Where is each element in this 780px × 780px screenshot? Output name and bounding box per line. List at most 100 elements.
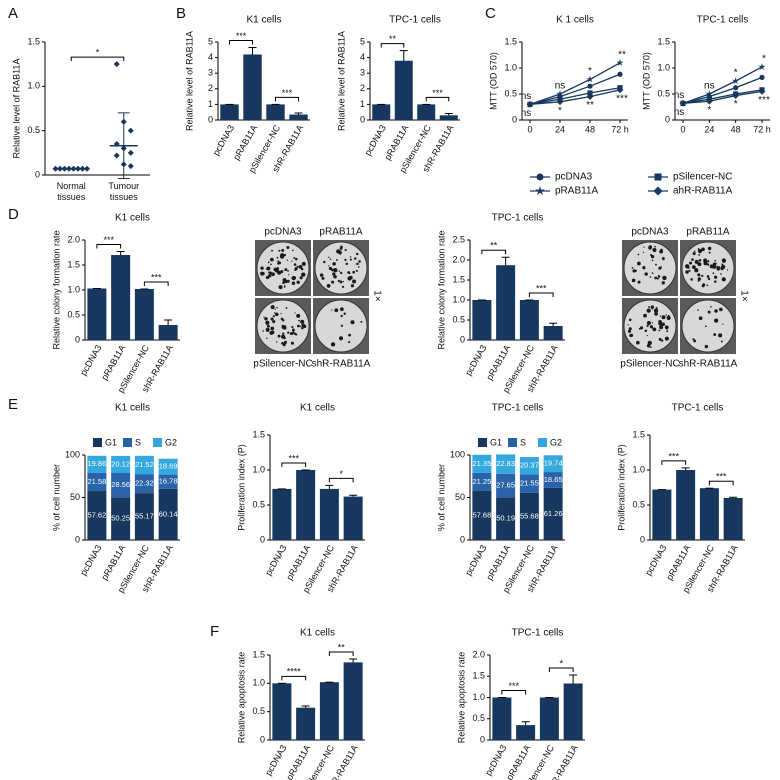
colony — [632, 269, 636, 273]
magnification: 1× — [371, 290, 382, 302]
colony — [629, 333, 633, 338]
colony — [283, 253, 287, 257]
colony — [286, 246, 290, 250]
y-tick-label: 0 — [208, 114, 213, 124]
bar — [289, 114, 308, 120]
marker — [758, 63, 766, 71]
plate-label: pcDNA3 — [264, 227, 302, 238]
error-bar — [521, 721, 530, 726]
panel-label: F — [210, 623, 219, 640]
error-bar — [681, 467, 690, 470]
x-tick-label: 0 — [680, 124, 685, 134]
colony — [694, 268, 699, 273]
colony — [271, 249, 274, 252]
value-label: 28.56 — [111, 480, 130, 489]
significance-label: *** — [282, 88, 293, 98]
y-tick-label: 2.0 — [452, 254, 465, 264]
colony — [705, 325, 707, 328]
colony — [631, 278, 636, 283]
chart-title: TPC-1 cells — [512, 628, 564, 639]
data-point — [52, 165, 59, 172]
colony — [698, 316, 703, 321]
colony — [347, 276, 352, 281]
annotation: * — [588, 66, 592, 77]
y-tick-label: 0 — [360, 114, 365, 124]
y-tick-label: 1 — [208, 99, 213, 109]
colony — [292, 328, 295, 332]
error-bar — [301, 705, 310, 708]
bar-segment — [543, 455, 563, 473]
colony — [655, 263, 657, 266]
colony — [341, 285, 345, 288]
legend-label: G1 — [490, 437, 502, 447]
value-label: 21.35 — [472, 459, 491, 468]
colony — [637, 280, 641, 284]
chart-title: K1 cells — [115, 213, 150, 224]
bar-segment — [496, 454, 516, 474]
value-label: 21.25 — [472, 477, 491, 486]
y-tick-label: 0.5 — [657, 88, 670, 98]
x-tick-label: pcDNA3 — [78, 343, 103, 377]
bar-segment — [134, 455, 154, 475]
colony — [331, 309, 333, 311]
x-tick-label: pcDNA3 — [463, 343, 488, 377]
colony — [349, 256, 352, 258]
y-tick-label: 0.5 — [67, 309, 80, 319]
bar-segment — [87, 472, 107, 492]
bar — [87, 288, 107, 340]
bar-segment — [158, 488, 178, 540]
y-tick-label: 1.0 — [504, 62, 517, 72]
value-label: 50.19 — [496, 514, 515, 523]
colony — [658, 266, 662, 270]
colony — [697, 262, 702, 267]
colony — [706, 284, 709, 287]
colony — [352, 270, 356, 274]
legend-swatch — [123, 438, 132, 447]
colony — [702, 283, 706, 287]
y-tick-label: 0 — [640, 534, 645, 544]
colony — [328, 266, 333, 271]
plate-label: pSilencer-NC — [253, 359, 312, 370]
y-tick-label: 2.5 — [452, 234, 465, 244]
significance-label: *** — [536, 283, 547, 293]
colony — [287, 331, 290, 334]
colony — [646, 334, 648, 337]
y-tick-label: 2.0 — [67, 234, 80, 244]
significance-bracket — [481, 249, 507, 255]
annotation: ns — [521, 91, 532, 102]
x-tick-label: Normal tissues — [57, 181, 86, 202]
bar-segment — [519, 457, 539, 475]
colony — [706, 263, 710, 266]
marker — [556, 98, 564, 106]
value-label: 16.78 — [159, 477, 178, 486]
significance-label: *** — [716, 472, 727, 482]
y-tick-label: 0.5 — [472, 713, 485, 723]
colony — [710, 305, 712, 308]
value-label: 22.83 — [496, 459, 515, 468]
error-bar — [569, 674, 578, 684]
y-axis-label: Proliferation index (P) — [236, 444, 246, 531]
colony — [714, 259, 717, 262]
colony — [716, 265, 718, 268]
colony — [300, 319, 305, 324]
colony — [337, 279, 340, 283]
colony — [661, 315, 666, 320]
data-point — [113, 61, 120, 68]
legend-swatch — [93, 438, 102, 447]
bar — [372, 104, 391, 120]
colony — [265, 320, 270, 325]
y-tick-label: 1.5 — [252, 649, 265, 659]
colony — [331, 268, 334, 272]
significance-label: *** — [508, 681, 519, 691]
annotation: *** — [758, 95, 770, 106]
colony — [698, 253, 701, 256]
marker — [654, 173, 662, 181]
colony — [657, 275, 661, 278]
colony — [659, 325, 664, 330]
colony — [298, 264, 303, 269]
bar — [296, 707, 316, 740]
colony — [348, 333, 351, 337]
marker — [586, 75, 594, 83]
colony — [291, 249, 294, 252]
plate-label: pSilencer-NC — [620, 359, 679, 370]
